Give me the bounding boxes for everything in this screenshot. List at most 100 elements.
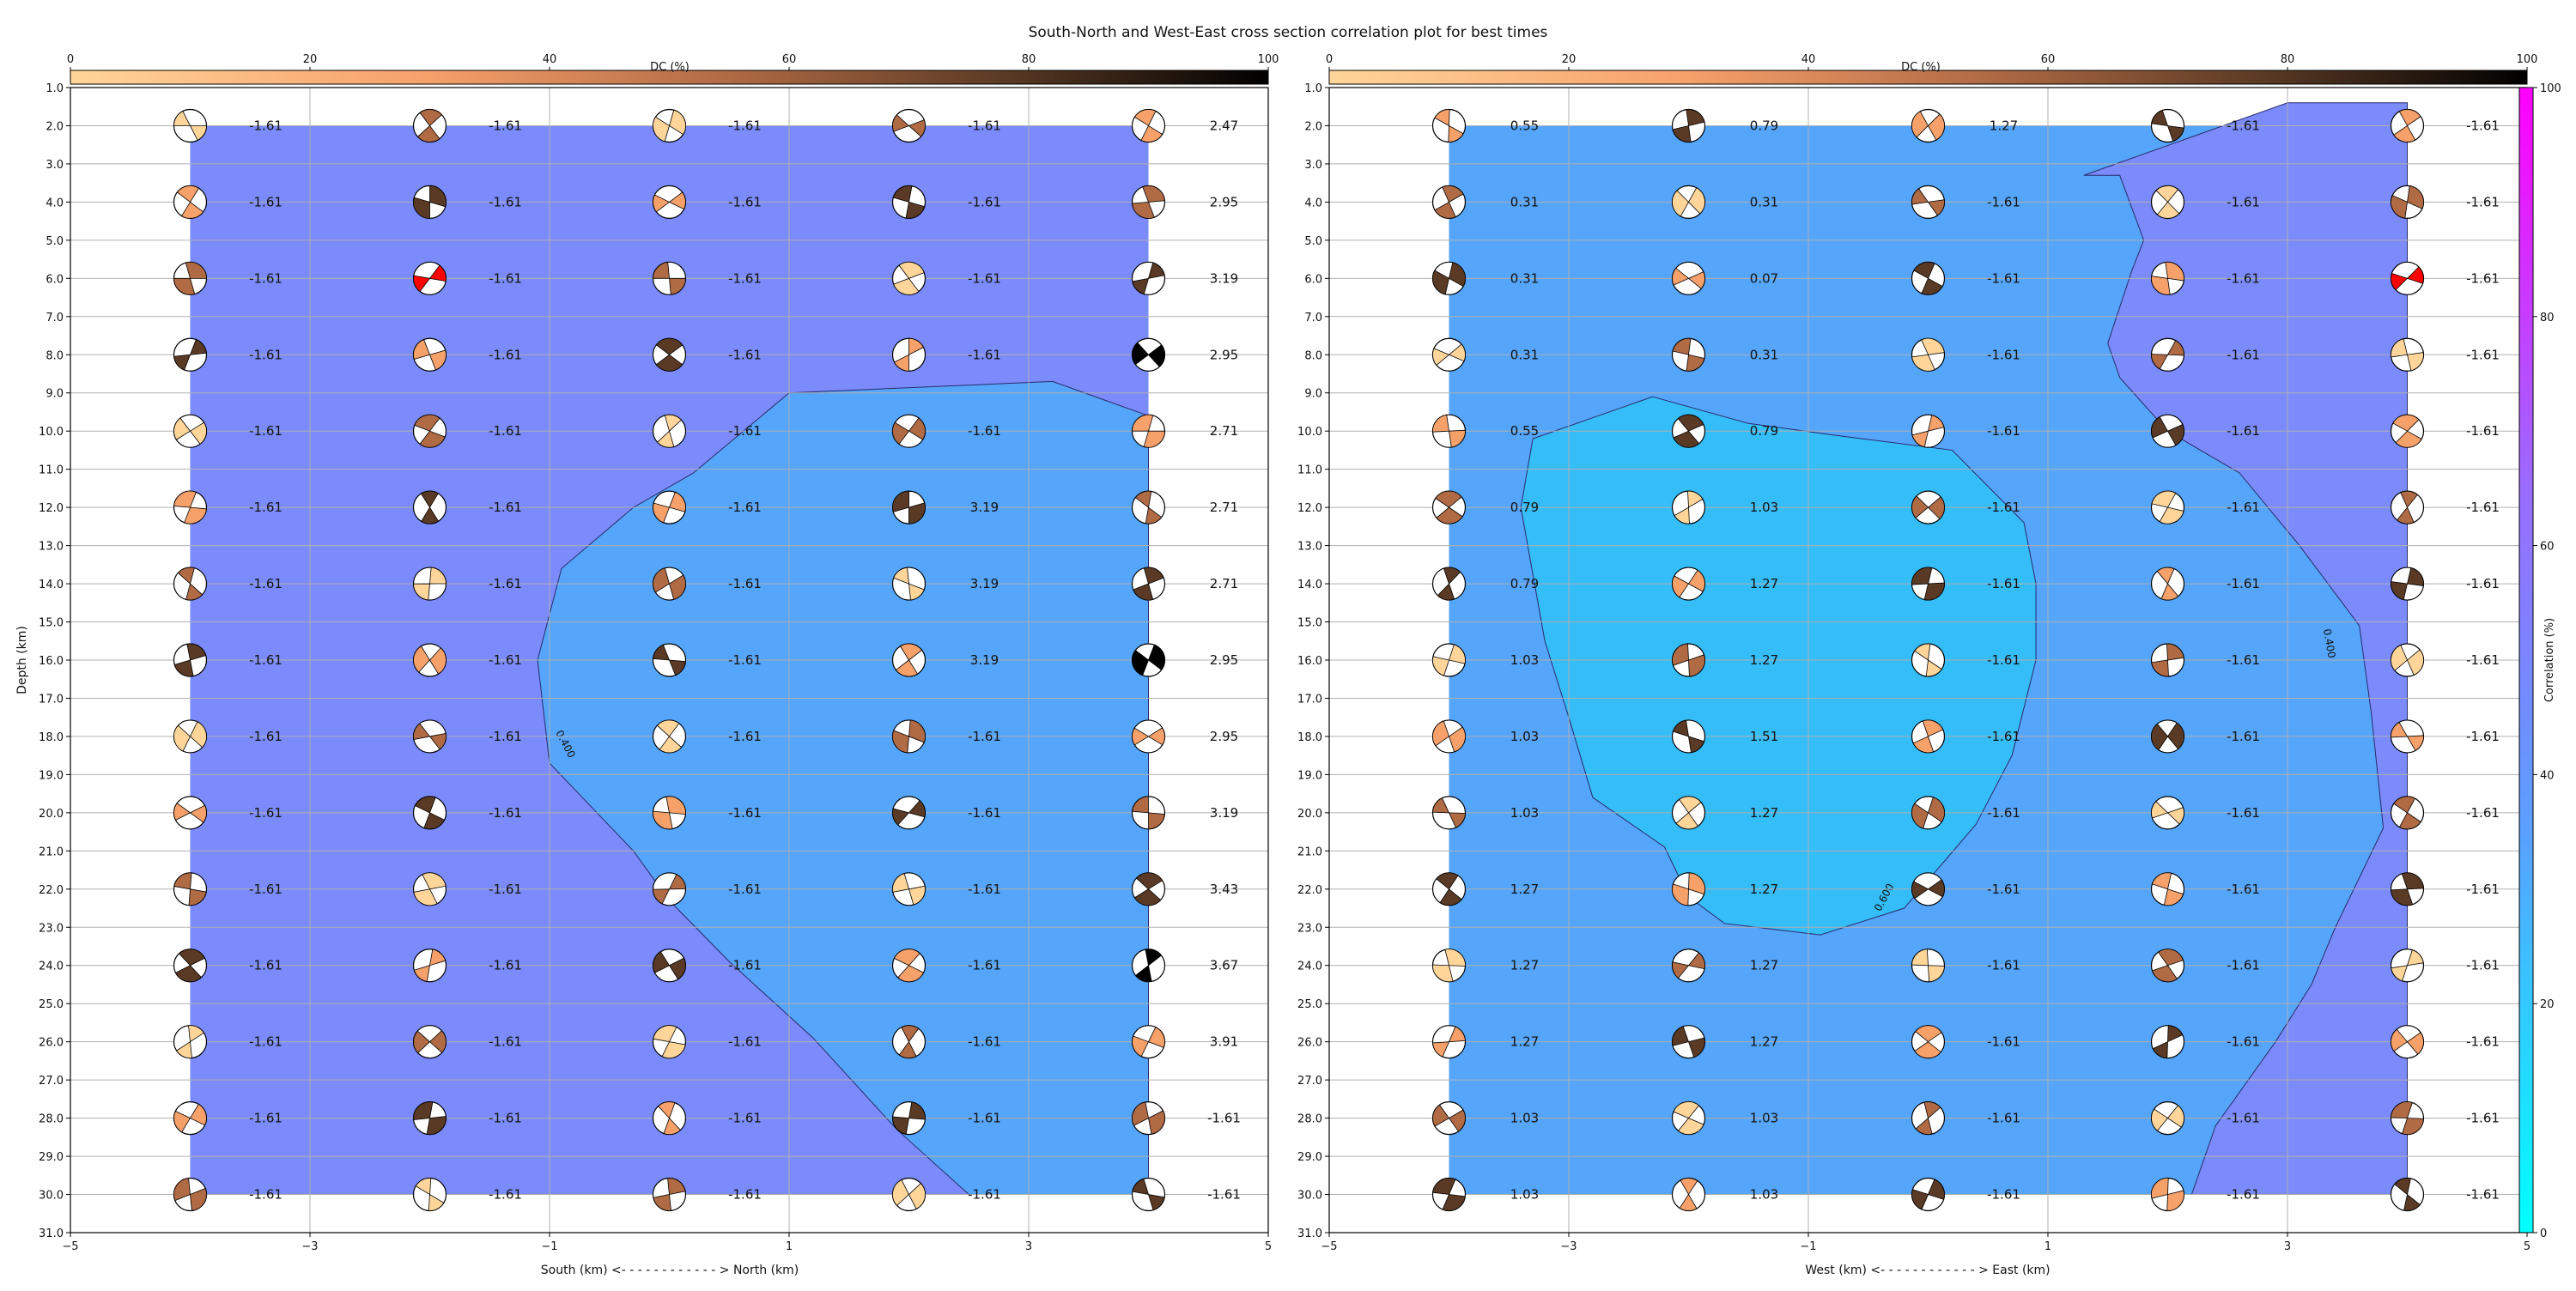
y-tick-label: 17.0 (39, 693, 64, 706)
beachball-icon (173, 949, 208, 983)
y-tick-label: 11.0 (1297, 464, 1322, 477)
beachball-icon (1671, 796, 1706, 830)
cell-value-label: 0.55 (1510, 118, 1539, 133)
beachball-icon (2390, 949, 2425, 983)
beachball-icon (1131, 261, 1166, 295)
beachball-icon (1431, 490, 1467, 524)
beachball-icon (2150, 261, 2185, 295)
cell-value-label: -1.61 (1207, 1187, 1241, 1203)
beachball-icon (1911, 490, 1946, 524)
cell-value-label: -1.61 (2227, 1111, 2260, 1126)
cell-value-label: 1.03 (1510, 729, 1539, 744)
cell-value-label: -1.61 (2227, 347, 2260, 362)
y-tick-label: 20.0 (39, 808, 64, 821)
beachball-icon (652, 337, 687, 372)
dc-tick-label: 40 (543, 53, 557, 66)
cell-value-label: -1.61 (249, 500, 283, 515)
beachball-icon (2150, 1025, 2185, 1059)
cell-value-label: -1.61 (2466, 652, 2500, 668)
beachball-icon (412, 490, 447, 524)
cell-value-label: 3.19 (1210, 805, 1238, 821)
y-tick-label: 18.0 (39, 731, 64, 744)
y-tick-label: 28.0 (39, 1113, 64, 1126)
y-tick-label: 13.0 (39, 541, 64, 554)
beachball-icon (2150, 872, 2185, 906)
correlation-region-inner (1520, 396, 2037, 936)
cell-value-label: 1.27 (1750, 576, 1778, 591)
y-tick-label: 30.0 (39, 1190, 64, 1203)
corr-tick-label: 0 (2540, 1227, 2547, 1240)
cell-value-label: -1.61 (489, 652, 522, 668)
y-tick-label: 24.0 (39, 961, 64, 973)
cell-value-label: 0.31 (1510, 347, 1539, 362)
cell-value-label: -1.61 (728, 500, 762, 515)
beachball-icon (2150, 414, 2185, 448)
cell-value-label: -1.61 (968, 1034, 1001, 1050)
cell-value-label: 1.27 (1750, 805, 1778, 821)
beachball-icon (173, 490, 208, 524)
beachball-icon (652, 567, 687, 601)
beachball-icon (2150, 796, 2185, 830)
beachball-icon (891, 719, 927, 754)
figure-title: South-North and West-East cross section … (1029, 24, 1548, 41)
cell-value-label: 1.03 (1510, 1187, 1539, 1203)
beachball-icon (173, 643, 208, 677)
cell-value-label: -1.61 (2227, 805, 2260, 821)
cell-value-label: -1.61 (2227, 729, 2260, 744)
cell-value-label: 1.27 (1750, 882, 1778, 897)
cell-value-label: -1.61 (2227, 194, 2260, 209)
cell-value-label: -1.61 (249, 805, 283, 821)
cell-value-label: -1.61 (489, 1111, 522, 1126)
cell-value-label: -1.61 (489, 729, 522, 744)
cell-value-label: -1.61 (968, 1111, 1001, 1126)
cell-value-label: -1.61 (1987, 500, 2020, 515)
beachball-icon (1911, 108, 1946, 143)
beachball-icon (1911, 185, 1946, 219)
beachball-icon (1431, 1177, 1467, 1212)
beachball-icon (652, 1177, 687, 1212)
cell-value-label: -1.61 (249, 652, 283, 668)
beachball-icon (173, 1025, 208, 1059)
y-tick-label: 23.0 (39, 922, 64, 935)
cell-value-label: 1.27 (1510, 958, 1539, 973)
cell-value-label: -1.61 (728, 1034, 762, 1050)
cell-value-label: 1.03 (1750, 1187, 1778, 1203)
x-tick-label: −1 (1800, 1240, 1816, 1253)
beachball-icon (891, 490, 927, 524)
cell-value-label: 0.79 (1750, 118, 1778, 133)
cell-value-label: -1.61 (2466, 270, 2500, 286)
cell-value-label: -1.61 (249, 958, 283, 973)
cell-value-label: 1.03 (1750, 500, 1778, 515)
beachball-icon (652, 108, 687, 143)
beachball-icon (1431, 337, 1467, 372)
beachball-icon (1131, 796, 1166, 830)
beachball-icon (1131, 414, 1166, 448)
beachball-icon (1431, 872, 1467, 906)
y-tick-label: 11.0 (39, 464, 64, 477)
cell-value-label: -1.61 (728, 805, 762, 821)
cell-value-label: -1.61 (728, 270, 762, 286)
cell-value-label: 0.31 (1750, 194, 1778, 209)
y-tick-label: 1.0 (46, 82, 64, 95)
cell-value-label: -1.61 (2466, 958, 2500, 973)
cell-value-label: -1.61 (2227, 118, 2260, 133)
beachball-icon (412, 643, 447, 677)
y-tick-label: 1.0 (1304, 82, 1322, 95)
cell-value-label: -1.61 (968, 805, 1001, 821)
y-tick-label: 14.0 (1297, 579, 1322, 591)
y-tick-label: 6.0 (46, 273, 64, 286)
beachball-icon (1671, 719, 1706, 754)
y-tick-label: 4.0 (46, 197, 64, 209)
y-tick-label: 29.0 (39, 1151, 64, 1164)
cell-value-label: 0.79 (1750, 423, 1778, 439)
cell-value-label: -1.61 (249, 118, 283, 133)
cell-value-label: -1.61 (2466, 729, 2500, 744)
y-tick-label: 10.0 (1297, 426, 1322, 439)
y-tick-label: 15.0 (1297, 617, 1322, 630)
beachball-icon (1131, 643, 1166, 677)
beachball-icon (1911, 567, 1946, 601)
beachball-icon (891, 1025, 927, 1059)
beachball-icon (1911, 796, 1946, 830)
beachball-icon (1671, 185, 1706, 219)
